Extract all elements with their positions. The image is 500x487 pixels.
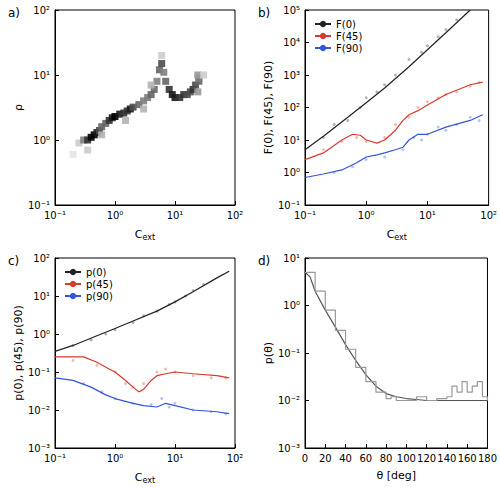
svg-text:θ [deg]: θ [deg] — [376, 469, 416, 482]
svg-text:10¹: 10¹ — [419, 210, 436, 221]
svg-text:10¹: 10¹ — [167, 210, 184, 221]
svg-text:10⁻¹: 10⁻¹ — [44, 210, 66, 221]
svg-text:10¹: 10¹ — [33, 70, 50, 81]
svg-text:10⁻³: 10⁻³ — [278, 443, 300, 454]
svg-text:F(90): F(90) — [336, 43, 362, 54]
svg-text:10³: 10³ — [283, 70, 300, 81]
svg-text:140: 140 — [437, 453, 456, 464]
svg-text:10⁵: 10⁵ — [283, 5, 300, 16]
svg-text:180: 180 — [478, 453, 497, 464]
svg-text:60: 60 — [359, 453, 372, 464]
svg-text:10⁰: 10⁰ — [33, 329, 50, 340]
svg-text:a): a) — [8, 6, 20, 20]
svg-text:p(0), p(45), p(90): p(0), p(45), p(90) — [12, 305, 25, 401]
svg-text:C: C — [134, 227, 143, 241]
svg-text:20: 20 — [319, 453, 332, 464]
svg-text:F(0), F(45), F(90): F(0), F(45), F(90) — [262, 61, 275, 155]
svg-text:10⁰: 10⁰ — [107, 210, 124, 221]
svg-text:0: 0 — [302, 453, 308, 464]
svg-text:10⁰: 10⁰ — [358, 210, 375, 221]
svg-text:10⁰: 10⁰ — [33, 135, 50, 146]
svg-text:10²: 10² — [33, 253, 50, 264]
svg-text:ext: ext — [143, 233, 156, 242]
svg-text:40: 40 — [339, 453, 352, 464]
svg-text:10²: 10² — [480, 210, 497, 221]
svg-text:C: C — [134, 470, 143, 484]
svg-text:10²: 10² — [227, 453, 244, 464]
svg-text:F(45): F(45) — [336, 31, 362, 42]
svg-text:b): b) — [258, 6, 270, 20]
svg-text:p(45): p(45) — [86, 279, 113, 290]
svg-text:120: 120 — [417, 453, 436, 464]
svg-text:100: 100 — [397, 453, 416, 464]
svg-text:p(θ): p(θ) — [262, 342, 275, 364]
svg-text:10⁻¹: 10⁻¹ — [28, 199, 50, 211]
svg-text:10¹: 10¹ — [283, 253, 300, 264]
svg-text:160: 160 — [458, 453, 477, 464]
svg-text:ext: ext — [143, 476, 156, 485]
svg-text:p(90): p(90) — [86, 291, 113, 302]
svg-text:10⁻²: 10⁻² — [278, 395, 300, 406]
svg-text:ρ: ρ — [12, 104, 25, 111]
svg-text:10⁻²: 10⁻² — [28, 405, 50, 416]
svg-text:10²: 10² — [33, 5, 50, 16]
svg-text:10⁻¹: 10⁻¹ — [278, 199, 300, 211]
svg-text:10¹: 10¹ — [167, 453, 184, 464]
svg-text:10⁻¹: 10⁻¹ — [28, 367, 50, 378]
svg-text:F(0): F(0) — [336, 19, 356, 30]
svg-text:10⁴: 10⁴ — [283, 37, 300, 48]
svg-text:10⁻¹: 10⁻¹ — [44, 453, 66, 464]
svg-text:10¹: 10¹ — [283, 135, 300, 146]
svg-text:ext: ext — [394, 233, 407, 242]
svg-text:d): d) — [258, 254, 270, 268]
svg-text:p(0): p(0) — [86, 267, 107, 278]
svg-text:10⁻¹: 10⁻¹ — [278, 348, 300, 359]
svg-text:10⁻¹: 10⁻¹ — [294, 210, 316, 221]
svg-text:10⁰: 10⁰ — [283, 167, 300, 178]
svg-text:C: C — [386, 227, 395, 241]
svg-text:10⁻³: 10⁻³ — [28, 442, 50, 454]
svg-text:10²: 10² — [227, 210, 244, 221]
svg-text:10²: 10² — [283, 102, 300, 113]
svg-text:10⁰: 10⁰ — [283, 300, 300, 311]
svg-text:10⁰: 10⁰ — [107, 453, 124, 464]
svg-text:c): c) — [8, 254, 19, 268]
svg-text:80: 80 — [380, 453, 393, 464]
svg-text:10¹: 10¹ — [33, 291, 50, 302]
